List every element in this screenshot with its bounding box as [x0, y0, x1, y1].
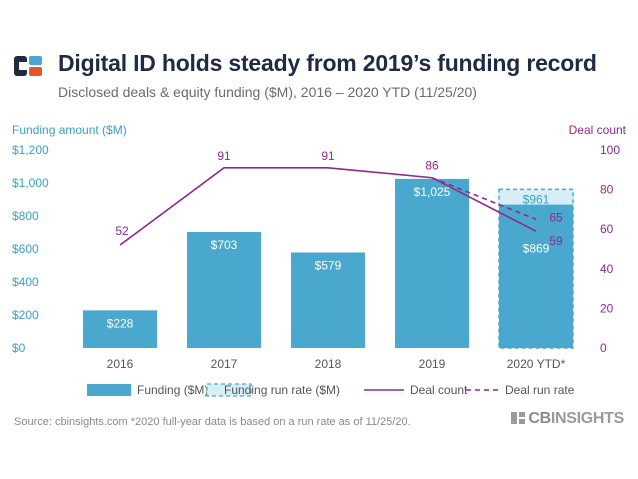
brand-suffix: INSIGHTS — [550, 410, 624, 427]
funding-bar — [187, 232, 261, 348]
chart-title: Digital ID holds steady from 2019’s fund… — [58, 50, 597, 76]
funding-bar-label: $869 — [523, 242, 550, 256]
legend-label-deal-count: Deal count — [410, 383, 468, 397]
funding-bar — [83, 310, 157, 348]
deal-count-label: 91 — [321, 149, 335, 163]
deal-run-rate-label: 65 — [549, 210, 563, 224]
funding-bar-label: $1,025 — [414, 185, 451, 199]
left-tick-label: $400 — [12, 275, 39, 289]
deal-count-label: 91 — [217, 149, 231, 163]
brand-icon — [511, 411, 526, 424]
right-tick-label: 100 — [600, 143, 620, 157]
right-tick-label: 20 — [600, 301, 614, 315]
funding-bar-label: $703 — [211, 238, 238, 252]
combo-chart: Funding amount ($M) Deal count $0 $200 $400 $… — [12, 123, 627, 397]
left-axis-title: Funding amount ($M) — [12, 123, 127, 137]
left-tick-label: $0 — [12, 341, 26, 355]
run-rate-label: $961 — [523, 192, 550, 206]
right-tick-label: 0 — [600, 341, 607, 355]
funding-bar-label: $228 — [107, 316, 134, 330]
legend-swatch-run-rate — [206, 383, 252, 397]
category-label: 2018 — [315, 357, 342, 371]
deal-run-rate-line — [431, 176, 537, 221]
funding-bar-label: $579 — [315, 258, 342, 272]
category-label: 2016 — [107, 357, 134, 371]
source-note: Source: cbinsights.com *2020 full-year d… — [14, 416, 411, 428]
legend-swatch-funding — [87, 384, 131, 396]
deal-count-label: 59 — [549, 234, 563, 248]
deal-count-line — [119, 167, 537, 246]
category-label: 2020 YTD* — [507, 357, 566, 371]
funding-bar — [499, 204, 573, 348]
funding-bar — [291, 252, 365, 348]
left-tick-label: $800 — [12, 209, 39, 223]
chart-subtitle: Disclosed deals & equity funding ($M), 2… — [58, 84, 477, 100]
left-tick-label: $1,000 — [12, 176, 49, 190]
category-label: 2019 — [419, 357, 446, 371]
right-axis-title: Deal count — [569, 123, 627, 137]
cb-insights-logo-icon — [14, 56, 42, 76]
deal-count-label: 52 — [115, 224, 129, 238]
legend-label-funding: Funding ($M) — [137, 383, 208, 397]
right-tick-label: 40 — [600, 262, 614, 276]
funding-bar — [395, 178, 469, 348]
brand-wordmark: CBINSIGHTS — [511, 410, 624, 428]
category-label: 2017 — [211, 357, 238, 371]
brand-prefix: CB — [528, 410, 551, 427]
right-tick-label: 60 — [600, 222, 614, 236]
right-tick-label: 80 — [600, 183, 614, 197]
left-tick-label: $200 — [12, 308, 39, 322]
left-tick-label: $600 — [12, 242, 39, 256]
legend-label-deal-run-rate: Deal run rate — [505, 383, 575, 397]
left-tick-label: $1,200 — [12, 143, 49, 157]
deal-count-label: 86 — [425, 159, 439, 173]
legend-label-run-rate: Funding run rate ($M) — [224, 383, 340, 397]
